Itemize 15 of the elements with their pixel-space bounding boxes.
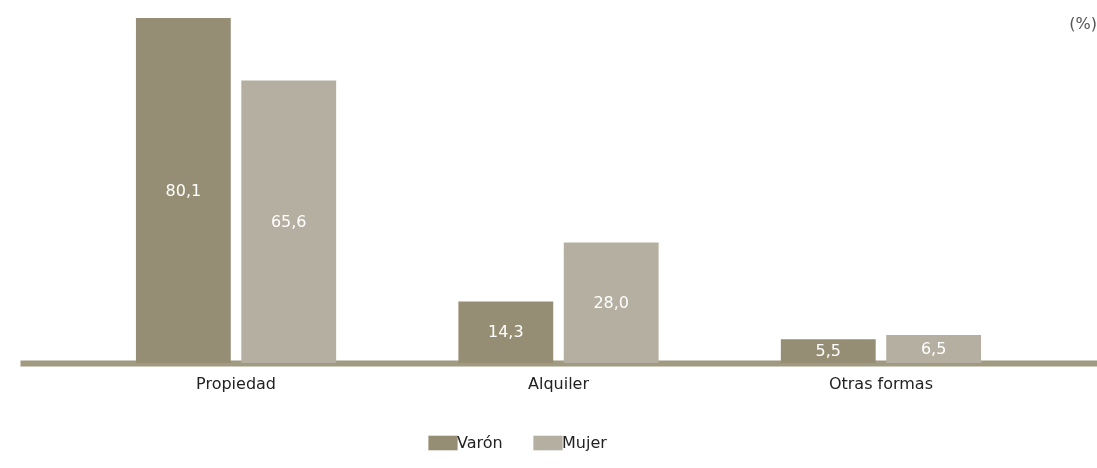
data-label: 5,5: [815, 341, 841, 361]
data-label: 80,1: [165, 180, 202, 200]
data-label: 14,3: [488, 322, 524, 342]
data-label: 65,6: [270, 211, 307, 231]
legend-label: Varón: [457, 433, 503, 452]
annotation: (%): [1069, 14, 1097, 33]
bar: [241, 80, 337, 363]
data-label: 6,5: [920, 339, 947, 358]
x-tick-label: Alquiler: [528, 373, 590, 393]
bar: [563, 242, 659, 363]
x-tick-label: Propiedad: [196, 373, 277, 393]
bar: [886, 335, 982, 363]
legend-label: Mujer: [562, 433, 608, 452]
x-tick-label: Otras formas: [828, 373, 934, 393]
data-label: 28,0: [593, 292, 629, 312]
